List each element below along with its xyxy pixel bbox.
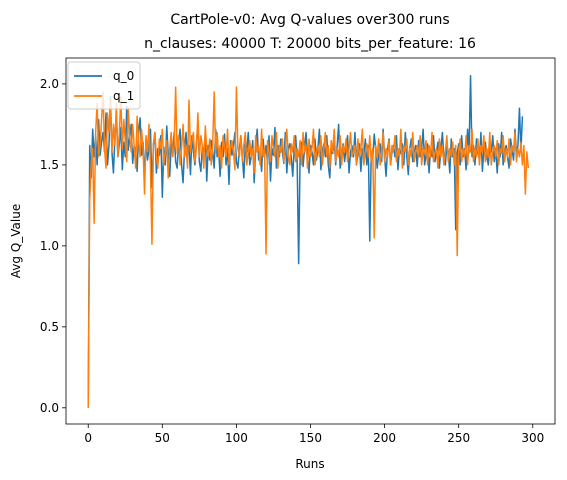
y-tick-label: 0.5 <box>40 320 59 334</box>
series-line-q0 <box>87 75 524 408</box>
x-tick-label: 300 <box>521 431 544 445</box>
x-tick-label: 100 <box>225 431 248 445</box>
y-tick-label: 1.0 <box>40 239 59 253</box>
y-tick-label: 0.0 <box>40 401 59 415</box>
legend-box <box>67 61 141 110</box>
x-tick-label: 200 <box>373 431 396 445</box>
series-lines <box>87 75 530 408</box>
x-tick-label: 250 <box>447 431 470 445</box>
x-axis-label: Runs <box>295 457 324 471</box>
x-tick-label: 50 <box>155 431 170 445</box>
y-tick-label: 1.5 <box>40 158 59 172</box>
chart-title: CartPole-v0: Avg Q-values over300 runs <box>170 12 449 28</box>
y-axis-ticks: 0.0 0.5 1.0 1.5 2.0 <box>40 77 66 415</box>
legend-label-q1: q_1 <box>113 89 134 103</box>
x-axis-ticks: 0 50 100 150 200 250 300 <box>84 424 544 445</box>
x-tick-label: 150 <box>299 431 322 445</box>
y-axis-label: Avg Q_Value <box>9 204 23 278</box>
series-line-q1 <box>87 86 530 408</box>
legend: q_0 q_1 <box>67 61 141 110</box>
legend-label-q0: q_0 <box>113 69 134 83</box>
chart-subtitle: n_clauses: 40000 T: 20000 bits_per_featu… <box>144 36 476 52</box>
y-tick-label: 2.0 <box>40 77 59 91</box>
x-tick-label: 0 <box>84 431 92 445</box>
